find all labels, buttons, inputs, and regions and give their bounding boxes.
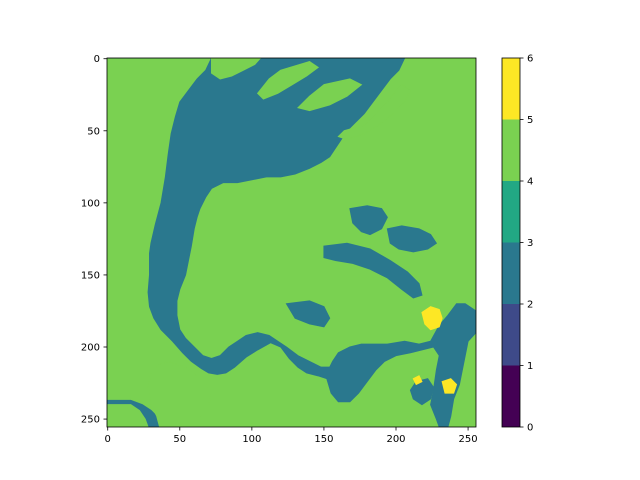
heatmap-region-13	[421, 306, 443, 331]
colorbar-tick-label: 3	[527, 238, 533, 249]
heatmap-region-12	[409, 378, 435, 406]
y-tick-label: 150	[81, 270, 100, 281]
x-tick-label: 0	[105, 434, 111, 445]
heatmap-region-7	[147, 360, 213, 427]
y-tick-label: 0	[94, 54, 100, 65]
heatmap-region-0	[107, 58, 476, 427]
colorbar-tick-label: 4	[527, 177, 533, 188]
colorbar-bin-4	[502, 119, 520, 181]
colorbar-tick-label: 5	[527, 115, 533, 126]
heatmap-region-9	[386, 225, 438, 253]
x-tick-label: 50	[173, 434, 186, 445]
x-tick-label: 150	[314, 434, 333, 445]
x-tick-label: 250	[459, 434, 478, 445]
heatmap-plot	[106, 57, 477, 428]
y-tick-label: 250	[81, 415, 100, 426]
x-axis: 0 50 100 150 200 250	[105, 427, 478, 445]
plot-frame	[106, 57, 477, 428]
colorbar-tick-label: 2	[527, 300, 533, 311]
y-tick-label: 50	[87, 126, 100, 137]
heatmap-region-8	[349, 205, 388, 236]
heatmap-region-15	[412, 375, 423, 386]
heatmap-region-2	[211, 58, 262, 80]
colorbar-tick-label: 0	[527, 423, 533, 434]
heatmap-region-3	[256, 61, 320, 100]
x-tick-label: 200	[386, 434, 405, 445]
heatmap-region-11	[285, 300, 331, 328]
x-tick-label: 100	[242, 434, 261, 445]
heatmap-region-6	[107, 404, 149, 427]
colorbar-tick-label: 1	[527, 361, 533, 372]
colorbar-bin-1	[502, 304, 520, 366]
heatmap-region-10	[323, 242, 423, 299]
colorbar-tick-label: 6	[527, 54, 533, 65]
heatmap-region-5	[337, 84, 412, 140]
heatmap-region-14	[441, 378, 458, 394]
colorbar-bin-5	[502, 58, 520, 120]
heatmap-region-4	[297, 78, 363, 112]
y-tick-label: 100	[81, 198, 100, 209]
y-tick-label: 200	[81, 343, 100, 354]
colorbar-bin-0	[502, 365, 520, 427]
colorbar-bin-2	[502, 242, 520, 304]
colorbar-bin-3	[502, 181, 520, 243]
colorbar: 0 1 2 3 4 5 6	[501, 54, 533, 434]
y-axis: 0 50 100 150 200 250	[81, 54, 107, 426]
